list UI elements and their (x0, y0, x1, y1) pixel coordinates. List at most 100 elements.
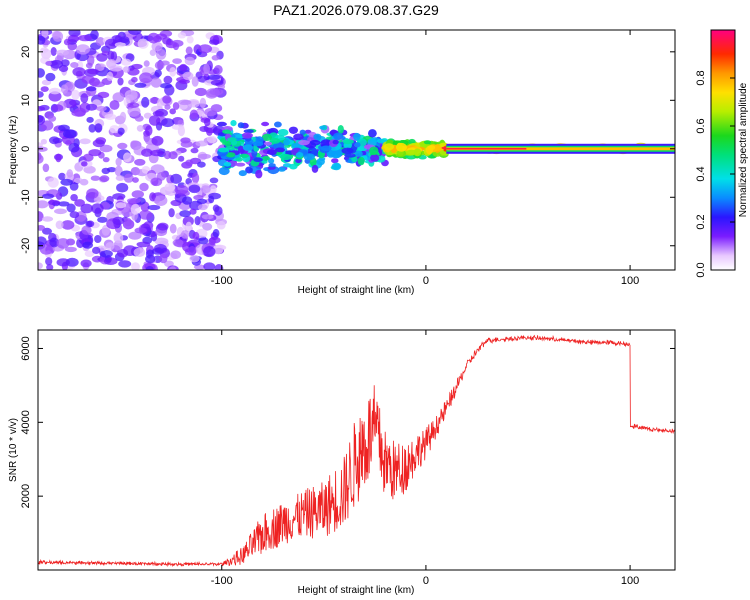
heatmap-cell (139, 182, 149, 192)
heatmap-cell (131, 262, 140, 270)
heatmap-cell (223, 162, 232, 167)
snr-series-line (38, 334, 675, 568)
heatmap-cell (200, 185, 211, 194)
heatmap-cell (46, 264, 54, 270)
heatmap-cell (206, 135, 217, 144)
heatmap-cell (107, 50, 115, 61)
heatmap-cell (185, 221, 192, 231)
heatmap-cell (227, 137, 237, 142)
heatmap-cell (238, 170, 247, 177)
heatmap-cell (174, 185, 189, 195)
heatmap-cell (79, 138, 91, 145)
heatmap-cell (235, 157, 243, 162)
heatmap-cell (172, 239, 184, 247)
heatmap-cell (38, 236, 47, 247)
heatmap-cell (145, 254, 156, 264)
heatmap-cell (104, 113, 117, 120)
heatmap-cell (38, 91, 44, 98)
heatmap-cell (128, 231, 142, 240)
heatmap-cell (354, 150, 363, 157)
heatmap-cell (239, 153, 250, 158)
heatmap-cell (202, 222, 213, 231)
y-tick-label: 10 (20, 94, 32, 106)
heatmap-cell (152, 110, 165, 117)
heatmap-cell (132, 177, 139, 183)
heatmap-cell (101, 224, 111, 236)
heatmap-cell (148, 115, 161, 126)
heatmap-cell (172, 102, 180, 110)
heatmap-cell (277, 129, 289, 136)
heatmap-cell (134, 158, 146, 166)
heatmap-cell (72, 67, 86, 77)
heatmap-cell (295, 158, 302, 164)
heatmap-cell (319, 125, 327, 130)
heatmap-cell (124, 217, 132, 227)
heatmap-cell (169, 266, 177, 270)
heatmap-cell (169, 223, 177, 234)
heatmap-cell (82, 241, 93, 249)
colorbar-ticks: 0.0 0.2 0.4 0.6 0.8 (695, 70, 735, 278)
heatmap-cell (163, 150, 172, 160)
heatmap-cell (115, 157, 122, 167)
heatmap-cell (130, 203, 141, 215)
heatmap-cell (299, 129, 306, 135)
heatmap-cell (262, 155, 270, 161)
heatmap-cell (255, 169, 263, 179)
heatmap-cell (45, 72, 56, 82)
heatmap-cell (179, 210, 191, 218)
heatmap-cell (163, 75, 173, 84)
heatmap-cell (184, 56, 195, 66)
heatmap-cell (62, 129, 77, 139)
heatmap-cell (333, 132, 344, 140)
heatmap-cell (172, 58, 183, 64)
heatmap-cell (341, 147, 354, 154)
heatmap-cell (243, 129, 254, 134)
heatmap-cell (194, 216, 201, 226)
heatmap-cell (159, 253, 168, 264)
heatmap-cell (93, 196, 102, 203)
heatmap-cell (370, 154, 380, 162)
heatmap-cell (288, 126, 298, 134)
heatmap-cell (220, 138, 227, 143)
heatmap-cell (201, 214, 214, 220)
heatmap-cell (331, 158, 339, 164)
heatmap-cell (73, 177, 83, 184)
heatmap-cell (55, 49, 69, 56)
heatmap-cell (58, 172, 66, 181)
heatmap-cell (216, 220, 226, 230)
heatmap-cell (252, 141, 264, 147)
heatmap-cell (298, 140, 310, 146)
heatmap-cell (88, 124, 96, 133)
heatmap-cell (180, 140, 193, 148)
heatmap-cell (188, 184, 201, 194)
heatmap-cell (280, 153, 292, 161)
heatmap-cell (357, 156, 365, 166)
heatmap-cell (198, 44, 213, 54)
heatmap-cell (189, 208, 197, 215)
heatmap-cell (54, 208, 67, 215)
heatmap-cell (85, 62, 93, 69)
heatmap-cell (38, 35, 46, 45)
heatmap-cell (123, 152, 132, 163)
heatmap-cell (309, 139, 321, 146)
heatmap-cell (112, 216, 125, 226)
heatmap-cell (117, 127, 125, 135)
heatmap-cell (190, 147, 199, 154)
heatmap-cell (92, 139, 105, 148)
heatmap-cell (124, 89, 138, 101)
heatmap-cell (109, 125, 120, 134)
heatmap-cell (164, 260, 174, 268)
heatmap-cell (446, 147, 675, 151)
heatmap-cell (109, 100, 120, 110)
heatmap-cell (145, 266, 154, 270)
heatmap-cell (113, 240, 123, 251)
heatmap-cell (182, 196, 193, 205)
heatmap-cell (116, 182, 129, 193)
heatmap-cell (209, 88, 224, 96)
heatmap-cell (316, 158, 325, 166)
heatmap-cell (151, 41, 163, 52)
heatmap-cell (241, 132, 253, 139)
heatmap-cell (65, 257, 79, 267)
heatmap-cell (268, 158, 275, 164)
heatmap-cell (141, 96, 150, 108)
